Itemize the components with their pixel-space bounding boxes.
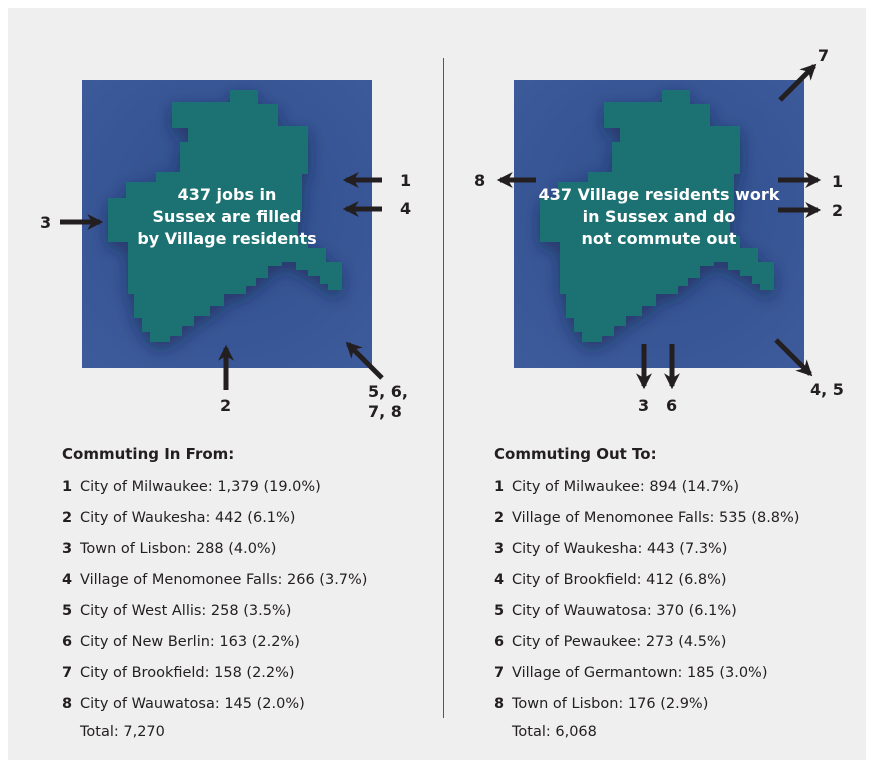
- list-item: 4 Village of Menomonee Falls: 266 (3.7%): [62, 565, 442, 596]
- item-text: City of West Allis: 258 (3.5%): [80, 603, 292, 619]
- item-text: City of Waukesha: 443 (7.3%): [512, 541, 728, 557]
- list-item: 7 Village of Germantown: 185 (3.0%): [494, 658, 874, 689]
- list-item: 8 Town of Lisbon: 176 (2.9%): [494, 689, 874, 720]
- right-arrow-label-8: 8: [474, 171, 486, 190]
- village-boundary-shape: [108, 90, 342, 342]
- village-boundary-shape: [540, 90, 774, 342]
- item-text: City of Pewaukee: 273 (4.5%): [512, 634, 727, 650]
- arrow-label-line: 7, 8: [368, 402, 402, 421]
- list-item: 1 City of Milwaukee: 1,379 (19.0%): [62, 472, 442, 503]
- commuting-out-section: Commuting Out To: 1 City of Milwaukee: 89…: [494, 444, 874, 744]
- right-arrow-1: [778, 171, 822, 189]
- item-number: 3: [494, 541, 505, 557]
- caption-line: 437 jobs in: [177, 185, 277, 204]
- item-text: City of Wauwatosa: 145 (2.0%): [80, 696, 305, 712]
- commuting-out-total: Total: 6,068: [512, 724, 597, 740]
- list-item: 5 City of West Allis: 258 (3.5%): [62, 596, 442, 627]
- item-text: City of Brookfield: 412 (6.8%): [512, 572, 727, 588]
- commuting-out-list: 1 City of Milwaukee: 894 (14.7%) 2 Village…: [494, 472, 874, 720]
- item-text: Town of Lisbon: 176 (2.9%): [512, 696, 709, 712]
- commuting-out-heading: Commuting Out To:: [494, 445, 657, 463]
- left-arrow-label-3: 3: [40, 213, 52, 232]
- right-arrow-label-1: 1: [832, 172, 844, 191]
- left-arrow-4: [342, 200, 382, 218]
- left-map-graphic: [82, 80, 372, 368]
- list-item: 6 City of New Berlin: 163 (2.2%): [62, 627, 442, 658]
- list-item: 4 City of Brookfield: 412 (6.8%): [494, 565, 874, 596]
- right-arrow-label-3: 3: [638, 396, 650, 415]
- left-arrow-label-1: 1: [400, 171, 412, 190]
- item-text: City of Milwaukee: 894 (14.7%): [512, 479, 739, 495]
- caption-line: not commute out: [581, 229, 737, 248]
- item-text: City of Wauwatosa: 370 (6.1%): [512, 603, 737, 619]
- item-number: 4: [62, 572, 73, 588]
- item-number: 6: [494, 634, 505, 650]
- item-number: 5: [62, 603, 73, 619]
- item-number: 2: [494, 510, 505, 526]
- list-item: 1 City of Milwaukee: 894 (14.7%): [494, 472, 874, 503]
- item-number: 5: [494, 603, 505, 619]
- left-arrow-5678: [345, 341, 384, 380]
- left-arrow-2: [217, 344, 235, 390]
- arrow-label-line: 5, 6,: [368, 382, 408, 401]
- right-map: 437 Village residents work in Sussex and…: [514, 80, 804, 368]
- item-text: City of Milwaukee: 1,379 (19.0%): [80, 479, 321, 495]
- caption-line: by Village residents: [137, 229, 317, 248]
- commuting-in-total: Total: 7,270: [80, 724, 165, 740]
- item-number: 4: [494, 572, 505, 588]
- item-number: 2: [62, 510, 73, 526]
- left-arrow-1: [342, 171, 382, 189]
- left-arrow-label-5678: 5, 6, 7, 8: [368, 382, 408, 422]
- commuting-in-heading: Commuting In From:: [62, 445, 235, 463]
- list-item: 2 Village of Menomonee Falls: 535 (8.8%): [494, 503, 874, 534]
- item-text: City of Waukesha: 442 (6.1%): [80, 510, 296, 526]
- list-item: 5 City of Wauwatosa: 370 (6.1%): [494, 596, 874, 627]
- right-arrow-3: [635, 344, 653, 390]
- item-number: 8: [494, 696, 505, 712]
- right-arrow-2: [778, 201, 822, 219]
- item-number: 3: [62, 541, 73, 557]
- item-number: 1: [494, 479, 505, 495]
- item-number: 1: [62, 479, 73, 495]
- left-arrow-3: [60, 213, 104, 231]
- item-text: Town of Lisbon: 288 (4.0%): [80, 541, 277, 557]
- list-item: 2 City of Waukesha: 442 (6.1%): [62, 503, 442, 534]
- item-number: 8: [62, 696, 73, 712]
- right-arrow-8: [496, 171, 536, 189]
- item-text: City of New Berlin: 163 (2.2%): [80, 634, 300, 650]
- list-item: 3 Town of Lisbon: 288 (4.0%): [62, 534, 442, 565]
- list-item: 8 City of Wauwatosa: 145 (2.0%): [62, 689, 442, 720]
- list-item: 7 City of Brookfield: 158 (2.2%): [62, 658, 442, 689]
- right-map-caption: 437 Village residents work in Sussex and…: [514, 184, 804, 250]
- item-number: 6: [62, 634, 73, 650]
- commuting-in-section: Commuting In From: 1 City of Milwaukee: 1…: [62, 444, 442, 744]
- caption-line: 437 Village residents work: [538, 185, 780, 204]
- list-item: 3 City of Waukesha: 443 (7.3%): [494, 534, 874, 565]
- right-arrow-45: [774, 338, 813, 377]
- left-map-caption: 437 jobs in Sussex are filled by Village…: [82, 184, 372, 250]
- item-text: Village of Menomonee Falls: 535 (8.8%): [512, 510, 800, 526]
- left-arrow-label-2: 2: [220, 396, 232, 415]
- right-arrow-label-45: 4, 5: [810, 380, 844, 399]
- right-arrow-label-7: 7: [818, 46, 830, 65]
- item-text: Village of Germantown: 185 (3.0%): [512, 665, 768, 681]
- left-map: 437 jobs in Sussex are filled by Village…: [82, 80, 372, 368]
- right-arrow-7: [778, 63, 817, 102]
- item-number: 7: [62, 665, 73, 681]
- item-number: 7: [494, 665, 505, 681]
- center-divider: [443, 58, 444, 718]
- item-text: City of Brookfield: 158 (2.2%): [80, 665, 295, 681]
- right-arrow-6: [663, 344, 681, 390]
- right-map-graphic: [514, 80, 804, 368]
- item-text: Village of Menomonee Falls: 266 (3.7%): [80, 572, 368, 588]
- left-arrow-label-4: 4: [400, 199, 412, 218]
- right-arrow-label-2: 2: [832, 201, 844, 220]
- commuting-in-list: 1 City of Milwaukee: 1,379 (19.0%) 2 City …: [62, 472, 442, 720]
- list-item: 6 City of Pewaukee: 273 (4.5%): [494, 627, 874, 658]
- caption-line: Sussex are filled: [152, 207, 302, 226]
- right-arrow-label-6: 6: [666, 396, 678, 415]
- caption-line: in Sussex and do: [582, 207, 736, 226]
